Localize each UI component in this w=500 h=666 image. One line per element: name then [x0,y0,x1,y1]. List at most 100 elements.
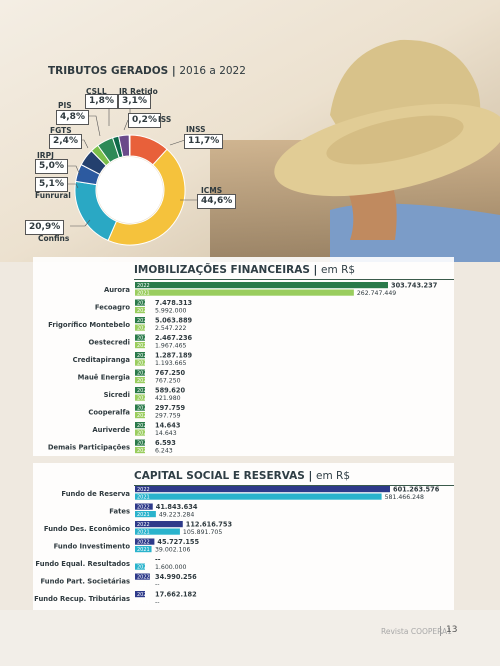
category-label-oestecredi: Oestecredi [89,339,130,347]
bar-value-2022-aurora: 303.743.237 [391,281,438,289]
bar-series-label-2021-fundo-des-economico: 2021 [137,530,150,536]
bar-series-label-2021-fundo-recup-tributarias: 2021 [137,600,150,606]
bar-value-2022-auriverde: 14.643 [155,421,181,429]
category-label-creditapiranga: Creditapiranga [73,356,131,364]
bar-value-2021-oestecredi: 1.967.465 [155,342,187,349]
bar-series-label-2022-maue-energia: 2022 [137,371,150,377]
bar-value-2021-frigorifico-montebelo: 2.547.222 [155,325,187,332]
bar-2021-fundo-equal-resultados [135,563,145,570]
bar-2022-demais-participacoes [135,439,145,446]
bar-value-2021-fundo-equal-resultados: 1.600.000 [155,564,187,571]
bar-series-label-2021-creditapiranga: 2021 [137,361,150,367]
capital-title-rule [134,485,454,486]
bar-value-2021-fundo-des-economico: 105.891.705 [183,529,222,536]
category-label-sicredi: Sicredi [104,391,130,399]
value-pis: 4,8% [56,110,89,125]
category-label-cooperalfa: Cooperalfa [88,409,130,417]
bar-value-2022-fundo-part-societarias: 34.990.256 [155,573,197,581]
bar-2021-fundo-investimento [135,546,152,553]
bar-value-2022-fundo-investimento: 45.727.155 [157,538,199,546]
bar-series-label-2022-fundo-de-reserva: 2022 [137,487,150,493]
value-inss: 11,7% [184,134,224,149]
bar-2022-fundo-recup-tributarias [135,591,145,598]
bar-2021-fundo-des-economico [135,528,180,535]
category-label-auriverde: Auriverde [92,426,130,434]
bar-series-label-2021-fundo-investimento: 2021 [137,547,150,553]
value-ir-retido: 3,1% [118,94,151,109]
bar-2021-auriverde [135,429,145,436]
bar-series-label-2022-cooperalfa: 2022 [137,406,150,412]
value-csll: 1,8% [85,94,118,109]
bar-2022-fundo-des-economico [135,521,183,528]
bar-value-2022-fundo-equal-resultados: -- [155,555,161,563]
bar-value-2022-frigorifico-montebelo: 5.063.889 [155,316,193,324]
bar-series-label-2022-fates: 2022 [137,505,150,511]
category-label-fundo-investimento: Fundo Investimento [54,543,131,551]
donut-slice-iss [128,134,131,157]
bar-series-label-2021-aurora: 2021 [137,291,150,297]
bar-2021-aurora [135,289,354,296]
label-irpj: IRPJ [37,151,54,160]
bar-2022-frigorifico-montebelo [135,317,145,324]
bar-2021-cooperalfa [135,412,145,419]
category-label-fundo-part-societarias: Fundo Part. Societárias [40,578,130,586]
bar-value-2021-sicredi: 421.980 [155,395,181,402]
bar-value-2021-fundo-investimento: 39.002.106 [155,546,190,553]
label-funrural: Funrural [35,191,71,200]
bar-2022-fundo-investimento [135,538,155,545]
bar-2021-fates [135,511,156,518]
bar-2022-aurora [135,282,388,289]
label-pis: PIS [58,101,72,110]
bar-series-label-2021-oestecredi: 2021 [137,343,150,349]
category-label-fundo-equal-resultados: Fundo Equal. Resultados [35,560,130,568]
bar-2021-maue-energia [135,377,145,384]
bar-series-label-2022-sicredi: 2022 [137,388,150,394]
tributos-title: TRIBUTOS GERADOS | 2016 a 2022 [48,65,246,77]
bar-value-2022-sicredi: 589.620 [155,386,185,394]
label-icms: ICMS [201,186,223,195]
bar-value-2021-demais-participacoes: 6.243 [155,447,173,454]
bar-2022-fecoagro [135,299,145,306]
label-csll: CSLL [86,87,107,96]
bar-value-2022-demais-participacoes: 6.593 [155,439,176,447]
bar-2022-creditapiranga [135,352,145,359]
bar-series-label-2021-fecoagro: 2021 [137,308,150,314]
bar-series-label-2021-fundo-part-societarias: 2021 [137,582,150,588]
bar-value-2021-fecoagro: 5.992.000 [155,307,187,314]
category-label-frigorifico-montebelo: Frigorífico Montebelo [48,321,130,329]
bar-2021-frigorifico-montebelo [135,324,145,331]
category-label-maue-energia: Mauê Energia [78,374,131,382]
bar-value-2022-fecoagro: 7.478.313 [155,299,193,307]
bar-value-2022-fundo-de-reserva: 601.263.576 [393,486,440,493]
bar-2022-oestecredi [135,334,145,341]
bar-series-label-2021-fundo-de-reserva: 2021 [137,495,150,501]
footer-divider [440,626,441,636]
bar-series-label-2021-fates: 2021 [137,512,150,518]
bar-series-label-2022-fundo-part-societarias: 2022 [137,575,150,581]
imobilizacoes-title: IMOBILIZAÇÕES FINANCEIRAS | em R$ [134,264,356,276]
bar-series-label-2022-fundo-des-economico: 2022 [137,522,150,528]
capital-title: CAPITAL SOCIAL E RESERVAS | em R$ [134,470,351,482]
bar-series-label-2021-cooperalfa: 2021 [137,413,150,419]
bar-2021-sicredi [135,394,145,401]
bar-2021-fundo-de-reserva [135,493,382,500]
bar-2022-maue-energia [135,369,145,376]
imobilizacoes-bar-chart: Aurora 2022 303.743.237 2021 262.747.449 Feco… [48,281,438,454]
bar-value-2022-maue-energia: 767.250 [155,369,185,377]
category-label-fundo-de-reserva: Fundo de Reserva [61,490,130,498]
bar-value-2021-fundo-de-reserva: 581.466.248 [385,494,424,501]
bar-value-2021-aurora: 262.747.449 [357,290,396,297]
category-label-fundo-recup-tributarias: Fundo Recup. Tributárias [34,595,130,603]
category-label-fundo-des-economico: Fundo Des. Econômico [44,525,130,533]
label-iss: ISS [158,115,172,124]
value-funrural: 5,1% [35,177,68,192]
label-ir-retido: IR Retido [119,87,158,96]
bar-value-2021-cooperalfa: 297.759 [155,412,181,419]
bar-series-label-2022-demais-participacoes: 2022 [137,441,150,447]
category-label-demais-participacoes: Demais Participações [48,444,130,452]
bar-2021-fecoagro [135,307,145,314]
bar-2022-cooperalfa [135,404,145,411]
bar-value-2021-creditapiranga: 1.193.665 [155,360,187,367]
bar-2022-fundo-part-societarias [135,573,150,580]
bar-value-2021-auriverde: 14.643 [155,430,177,437]
